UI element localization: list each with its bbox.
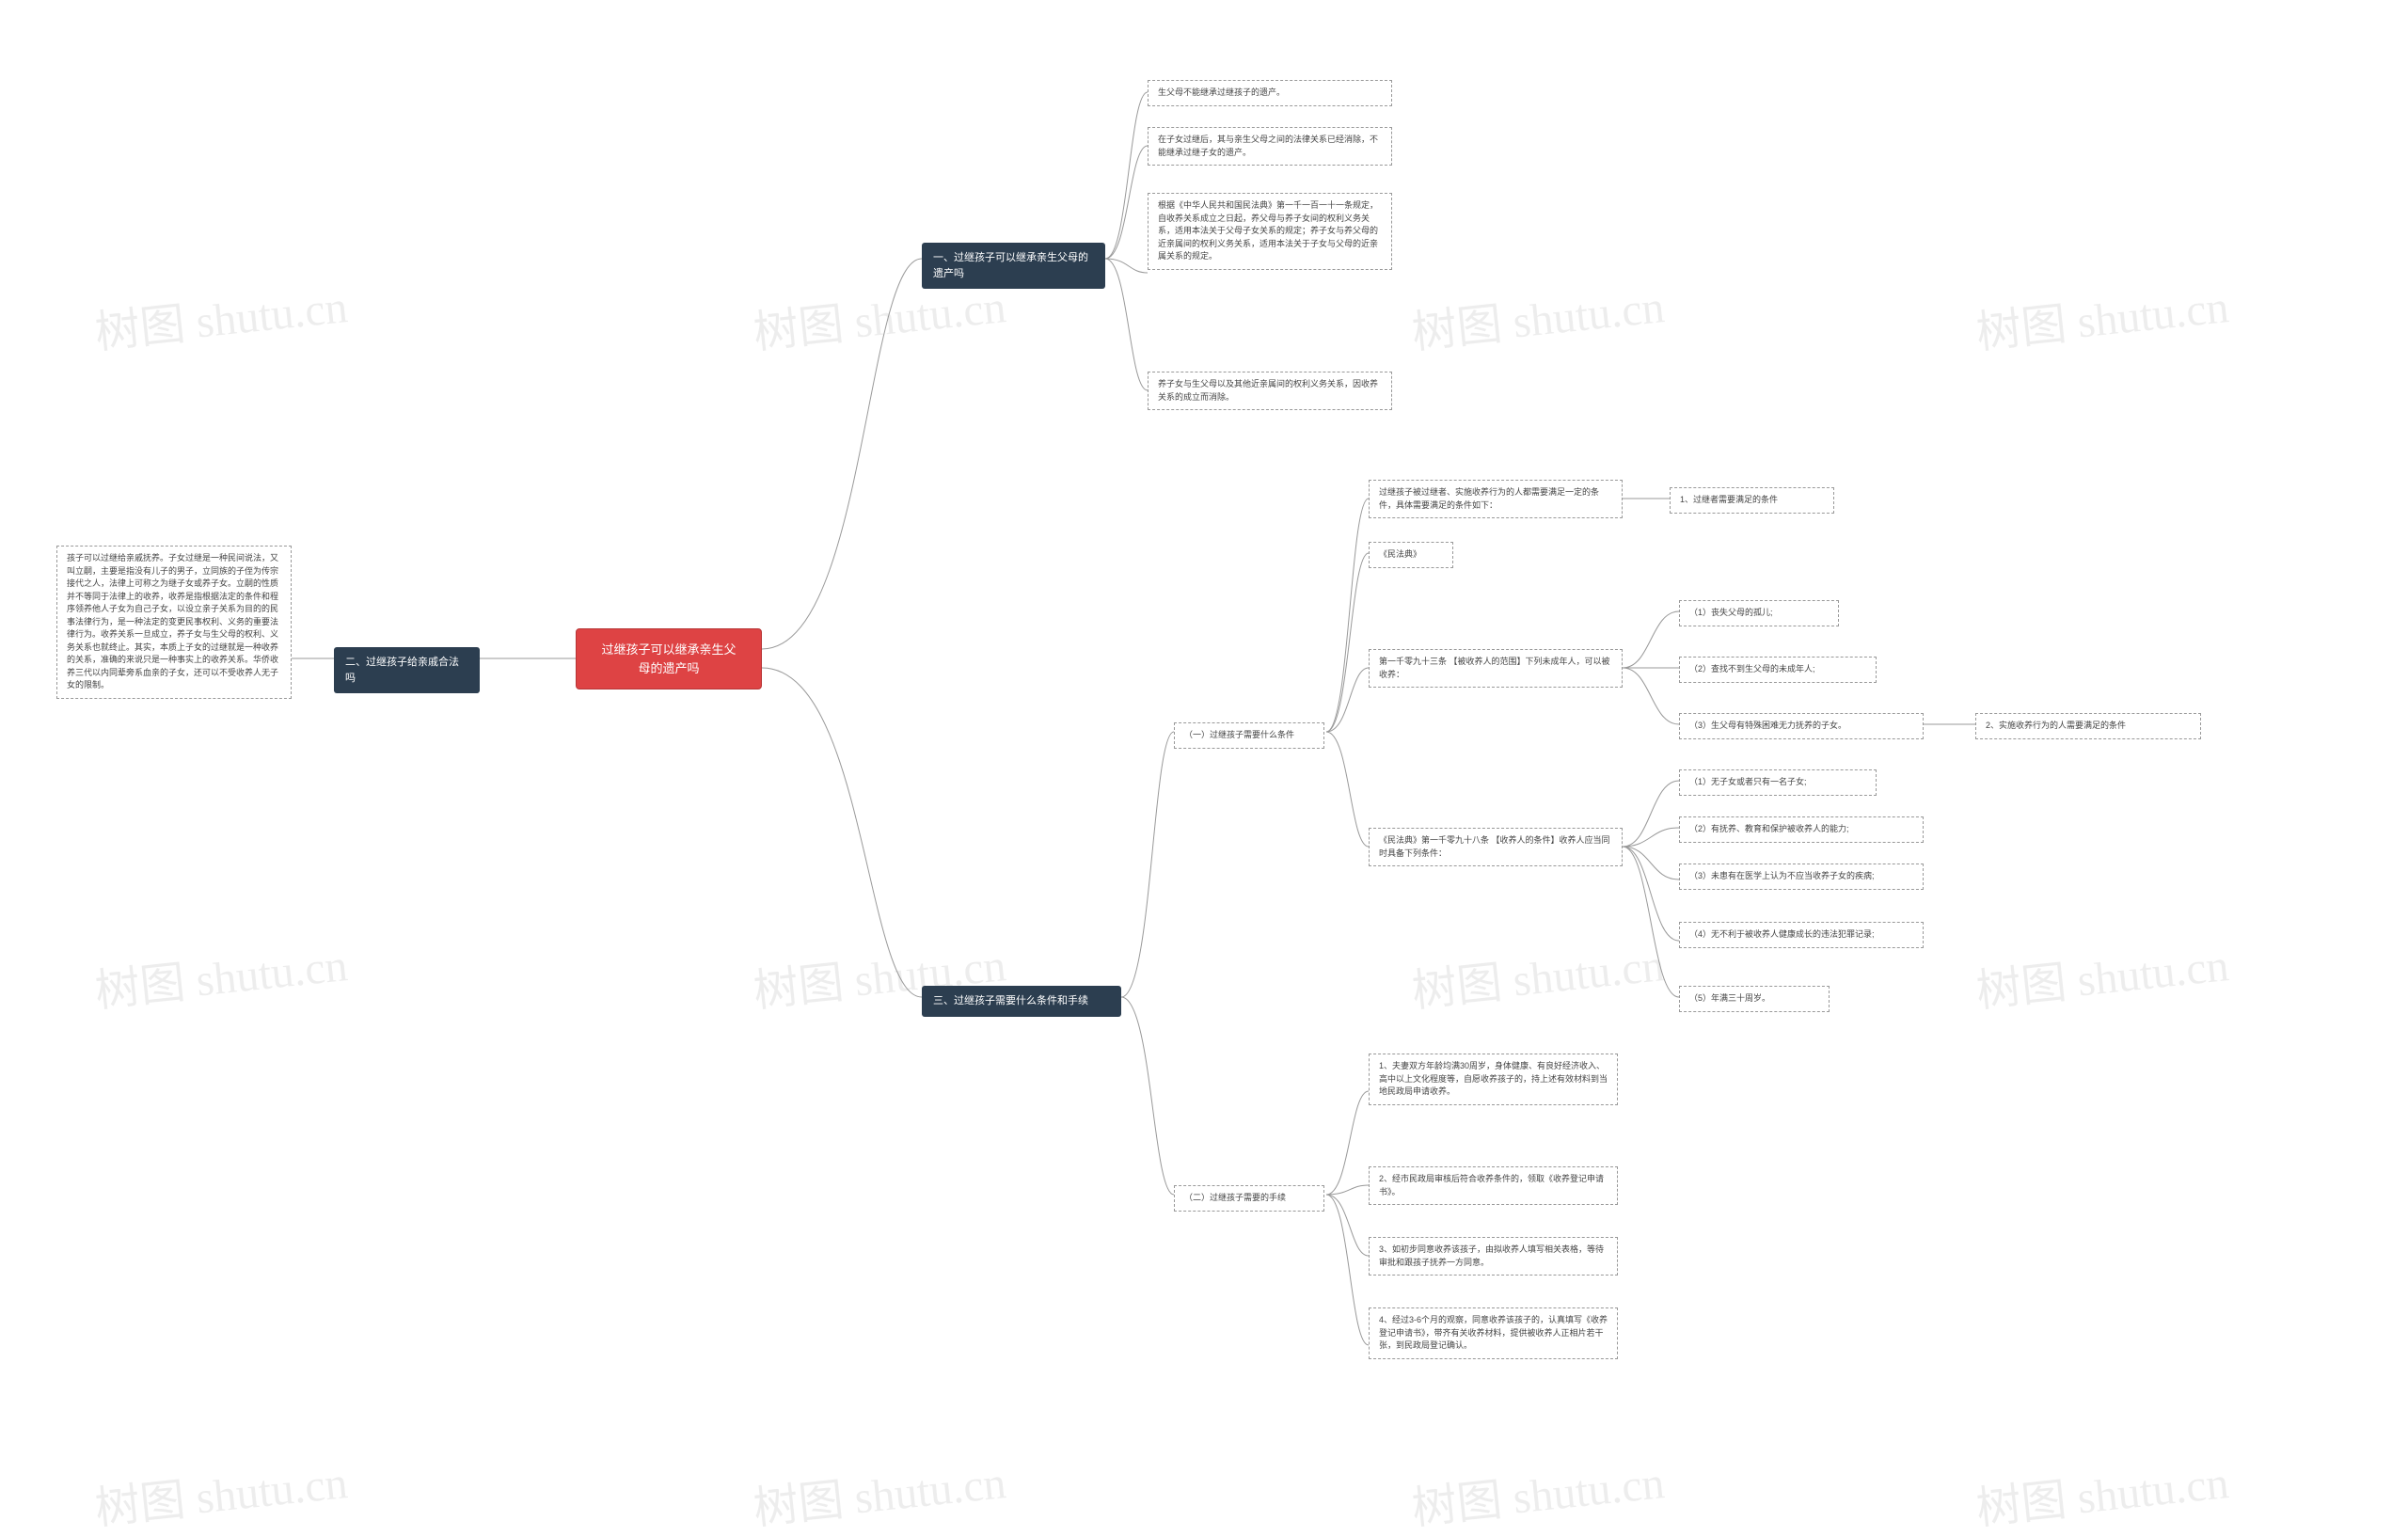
leaf-text: 过继孩子被过继者、实施收养行为的人都需要满足一定的条件，具体需要满足的条件如下： xyxy=(1379,487,1599,510)
leaf-text: （5）年满三十周岁。 xyxy=(1689,993,1770,1003)
leaf-text: （2）有抚养、教育和保护被收养人的能力; xyxy=(1689,824,1849,833)
leaf-b-0: 1、夫妻双方年龄均满30周岁，身体健康、有良好经济收入、高中以上文化程度等，自愿… xyxy=(1369,1054,1618,1105)
branch-2[interactable]: 二、过继孩子给亲戚合法吗 xyxy=(334,647,480,693)
leaf-left-text: 孩子可以过继给亲戚抚养。子女过继是一种民间说法，又叫立嗣，主要是指没有儿子的男子… xyxy=(67,553,278,689)
branch-2-label: 二、过继孩子给亲戚合法吗 xyxy=(345,657,459,684)
leaf-text: （2）查找不到生父母的未成年人; xyxy=(1689,664,1815,673)
leaf-a4-r1: （2）有抚养、教育和保护被收养人的能力; xyxy=(1679,816,1924,843)
leaf-text: 4、经过3-6个月的观察，同意收养该孩子的，认真填写《收养登记申请书》，带齐有关… xyxy=(1379,1315,1608,1350)
sub-b-label: （二）过继孩子需要的手续 xyxy=(1184,1193,1286,1202)
leaf-a3-tail: 2、实施收养行为的人需要满足的条件 xyxy=(1975,713,2201,739)
leaf-a3: 第一千零九十三条 【被收养人的范围】下列未成年人，可以被收养： xyxy=(1369,649,1623,688)
leaf-text: （1）丧失父母的孤儿; xyxy=(1689,608,1773,617)
leaf-b-1: 2、经市民政局审核后符合收养条件的，领取《收养登记申请书》。 xyxy=(1369,1166,1618,1205)
leaf-a3-r0: （1）丧失父母的孤儿; xyxy=(1679,600,1839,626)
leaf-text: 1、夫妻双方年龄均满30周岁，身体健康、有良好经济收入、高中以上文化程度等，自愿… xyxy=(1379,1061,1608,1096)
leaf-a4-r2: （3）未患有在医学上认为不应当收养子女的疾病; xyxy=(1679,864,1924,890)
watermark: 树图 shutu.cn xyxy=(91,269,350,361)
branch-3[interactable]: 三、过继孩子需要什么条件和手续 xyxy=(922,986,1121,1017)
sub-a[interactable]: （一）过继孩子需要什么条件 xyxy=(1174,722,1324,749)
watermark: 树图 shutu.cn xyxy=(91,927,350,1020)
leaf-text: 3、如初步同意收养该孩子，由拟收养人填写相关表格，等待审批和跟孩子抚养一方同意。 xyxy=(1379,1244,1604,1267)
leaf-1-0: 生父母不能继承过继孩子的遗产。 xyxy=(1148,80,1392,106)
leaf-1-2: 根据《中华人民共和国民法典》第一千一百一十一条规定，自收养关系成立之日起，养父母… xyxy=(1148,193,1392,270)
branch-1[interactable]: 一、过继孩子可以继承亲生父母的遗产吗 xyxy=(922,243,1105,289)
watermark: 树图 shutu.cn xyxy=(1408,1445,1667,1537)
watermark: 树图 shutu.cn xyxy=(750,1445,1008,1537)
leaf-text: 养子女与生父母以及其他近亲属间的权利义务关系，因收养关系的成立而消除。 xyxy=(1158,379,1378,402)
leaf-a1: 过继孩子被过继者、实施收养行为的人都需要满足一定的条件，具体需要满足的条件如下： xyxy=(1369,480,1623,518)
leaf-text: 2、实施收养行为的人需要满足的条件 xyxy=(1986,721,2126,730)
root-label: 过继孩子可以继承亲生父母的遗产吗 xyxy=(601,642,736,675)
leaf-left: 孩子可以过继给亲戚抚养。子女过继是一种民间说法，又叫立嗣，主要是指没有儿子的男子… xyxy=(56,546,292,699)
leaf-text: 1、过继者需要满足的条件 xyxy=(1680,495,1778,504)
leaf-text: （3）未患有在医学上认为不应当收养子女的疾病; xyxy=(1689,871,1875,880)
leaf-a4-r0: （1）无子女或者只有一名子女; xyxy=(1679,769,1877,796)
leaf-text: 生父母不能继承过继孩子的遗产。 xyxy=(1158,87,1285,97)
leaf-text: 2、经市民政局审核后符合收养条件的，领取《收养登记申请书》。 xyxy=(1379,1174,1604,1196)
leaf-text: （4）无不利于被收养人健康成长的违法犯罪记录; xyxy=(1689,929,1875,939)
leaf-a3-r2: （3）生父母有特殊困难无力抚养的子女。 xyxy=(1679,713,1924,739)
sub-b[interactable]: （二）过继孩子需要的手续 xyxy=(1174,1185,1324,1212)
leaf-a2: 《民法典》 xyxy=(1369,542,1453,568)
leaf-b-2: 3、如初步同意收养该孩子，由拟收养人填写相关表格，等待审批和跟孩子抚养一方同意。 xyxy=(1369,1237,1618,1276)
leaf-1-1: 在子女过继后，其与亲生父母之间的法律关系已经消除，不能继承过继子女的遗产。 xyxy=(1148,127,1392,166)
leaf-a4-r3: （4）无不利于被收养人健康成长的违法犯罪记录; xyxy=(1679,922,1924,948)
leaf-text: 《民法典》第一千零九十八条 【收养人的条件】收养人应当同时具备下列条件： xyxy=(1379,835,1610,858)
sub-a-label: （一）过继孩子需要什么条件 xyxy=(1184,730,1294,739)
watermark: 树图 shutu.cn xyxy=(1972,269,2231,361)
leaf-text: 第一千零九十三条 【被收养人的范围】下列未成年人，可以被收养： xyxy=(1379,657,1610,679)
watermark: 树图 shutu.cn xyxy=(1408,927,1667,1020)
leaf-a4: 《民法典》第一千零九十八条 【收养人的条件】收养人应当同时具备下列条件： xyxy=(1369,828,1623,866)
leaf-b-3: 4、经过3-6个月的观察，同意收养该孩子的，认真填写《收养登记申请书》，带齐有关… xyxy=(1369,1307,1618,1359)
leaf-text: 《民法典》 xyxy=(1379,549,1421,559)
watermark: 树图 shutu.cn xyxy=(91,1445,350,1537)
watermark: 树图 shutu.cn xyxy=(1408,269,1667,361)
leaf-text: 根据《中华人民共和国民法典》第一千一百一十一条规定，自收养关系成立之日起，养父母… xyxy=(1158,200,1378,261)
leaf-a4-r4: （5）年满三十周岁。 xyxy=(1679,986,1830,1012)
leaf-text: 在子女过继后，其与亲生父母之间的法律关系已经消除，不能继承过继子女的遗产。 xyxy=(1158,135,1378,157)
leaf-text: （1）无子女或者只有一名子女; xyxy=(1689,777,1807,786)
branch-1-label: 一、过继孩子可以继承亲生父母的遗产吗 xyxy=(933,252,1088,279)
root-node[interactable]: 过继孩子可以继承亲生父母的遗产吗 xyxy=(576,628,762,689)
branch-3-label: 三、过继孩子需要什么条件和手续 xyxy=(933,995,1088,1006)
leaf-text: （3）生父母有特殊困难无力抚养的子女。 xyxy=(1689,721,1846,730)
watermark: 树图 shutu.cn xyxy=(1972,927,2231,1020)
watermark: 树图 shutu.cn xyxy=(1972,1445,2231,1537)
leaf-a1-right: 1、过继者需要满足的条件 xyxy=(1670,487,1834,514)
leaf-1-3: 养子女与生父母以及其他近亲属间的权利义务关系，因收养关系的成立而消除。 xyxy=(1148,372,1392,410)
leaf-a3-r1: （2）查找不到生父母的未成年人; xyxy=(1679,657,1877,683)
